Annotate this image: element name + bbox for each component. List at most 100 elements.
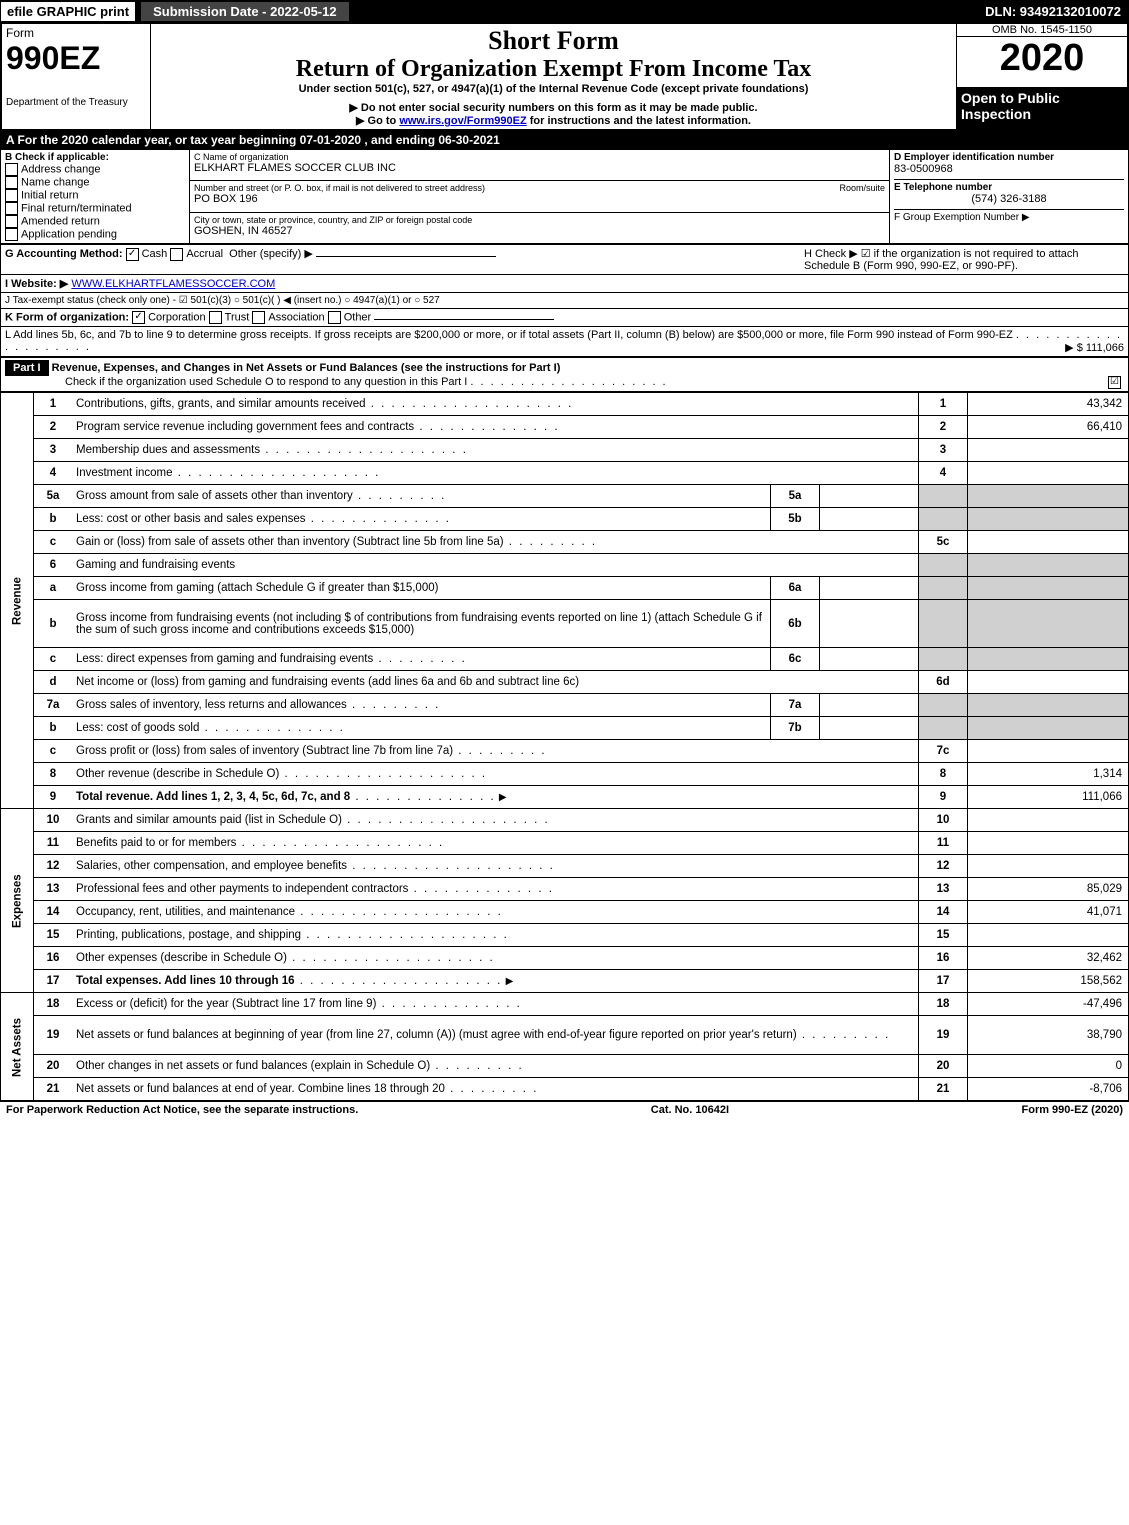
addr-label: Number and street (or P. O. box, if mail… bbox=[194, 183, 485, 193]
line-21-ref: 21 bbox=[919, 1078, 968, 1101]
line-6a-num: a bbox=[34, 577, 73, 600]
goto-instructions: ▶ Go to www.irs.gov/Form990EZ for instru… bbox=[155, 114, 952, 127]
line-6b-val-shaded bbox=[968, 600, 1129, 648]
g-accrual-check[interactable] bbox=[170, 248, 183, 261]
line-12-num: 12 bbox=[34, 855, 73, 878]
check-amended-return[interactable]: Amended return bbox=[5, 215, 185, 228]
irs-link[interactable]: www.irs.gov/Form990EZ bbox=[399, 115, 526, 127]
g-other-label: Other (specify) ▶ bbox=[229, 248, 313, 260]
line-5c-val bbox=[968, 531, 1129, 554]
k-assoc-label: Association bbox=[268, 311, 324, 323]
check-name-change[interactable]: Name change bbox=[5, 176, 185, 189]
line-17-desc: Total expenses. Add lines 10 through 16 … bbox=[72, 970, 919, 993]
website-link[interactable]: WWW.ELKHARTFLAMESSOCCER.COM bbox=[71, 278, 275, 290]
line-7b-val-shaded bbox=[968, 717, 1129, 740]
line-5a-num: 5a bbox=[34, 485, 73, 508]
line-9-num: 9 bbox=[34, 786, 73, 809]
addr-value: PO BOX 196 bbox=[194, 193, 885, 205]
h-text: H Check ▶ ☑ if the organization is not r… bbox=[804, 248, 1079, 272]
line-14-num: 14 bbox=[34, 901, 73, 924]
line-6c-desc: Less: direct expenses from gaming and fu… bbox=[72, 648, 771, 671]
l-amount: ▶ $ 111,066 bbox=[1065, 341, 1124, 354]
line-6c-sval bbox=[820, 648, 919, 671]
check-amended-label: Amended return bbox=[21, 215, 100, 227]
k-other-check[interactable] bbox=[328, 311, 341, 324]
line-5a-sval bbox=[820, 485, 919, 508]
box-c-name: C Name of organization ELKHART FLAMES SO… bbox=[190, 150, 890, 181]
line-i: I Website: ▶ WWW.ELKHARTFLAMESSOCCER.COM bbox=[1, 275, 1129, 293]
box-b-title: B Check if applicable: bbox=[5, 152, 185, 163]
line-3-num: 3 bbox=[34, 439, 73, 462]
line-h: H Check ▶ ☑ if the organization is not r… bbox=[800, 245, 1129, 275]
line-11-ref: 11 bbox=[919, 832, 968, 855]
line-16-ref: 16 bbox=[919, 947, 968, 970]
org-name-label: C Name of organization bbox=[194, 152, 885, 162]
line-2-val: 66,410 bbox=[968, 416, 1129, 439]
part1-title: Revenue, Expenses, and Changes in Net As… bbox=[52, 362, 561, 374]
dln-label: DLN: 93492132010072 bbox=[985, 4, 1129, 19]
k-assoc-check[interactable] bbox=[252, 311, 265, 324]
efile-print-label[interactable]: efile GRAPHIC print bbox=[0, 1, 136, 22]
part1-title-row: Part I Revenue, Expenses, and Changes in… bbox=[1, 358, 1129, 392]
check-initial-return[interactable]: Initial return bbox=[5, 189, 185, 202]
line-6b-sref: 6b bbox=[771, 600, 820, 648]
line-8-ref: 8 bbox=[919, 763, 968, 786]
short-form-title: Short Form bbox=[155, 26, 952, 56]
line-17-val: 158,562 bbox=[968, 970, 1129, 993]
check-final-return[interactable]: Final return/terminated bbox=[5, 202, 185, 215]
line-6c-ref-shaded bbox=[919, 648, 968, 671]
k-trust-check[interactable] bbox=[209, 311, 222, 324]
line-6d-val bbox=[968, 671, 1129, 694]
line-2-desc: Program service revenue including govern… bbox=[72, 416, 919, 439]
g-accrual-label: Accrual bbox=[186, 248, 223, 260]
box-c-address: Number and street (or P. O. box, if mail… bbox=[190, 181, 890, 212]
check-application-pending[interactable]: Application pending bbox=[5, 228, 185, 241]
box-b: B Check if applicable: Address change Na… bbox=[1, 150, 190, 244]
line-9-desc: Total revenue. Add lines 1, 2, 3, 4, 5c,… bbox=[72, 786, 919, 809]
box-c-city: City or town, state or province, country… bbox=[190, 212, 890, 243]
line-21-val: -8,706 bbox=[968, 1078, 1129, 1101]
line-5a-desc: Gross amount from sale of assets other t… bbox=[72, 485, 771, 508]
line-14-desc: Occupancy, rent, utilities, and maintena… bbox=[72, 901, 919, 924]
line-6a-val-shaded bbox=[968, 577, 1129, 600]
org-name: ELKHART FLAMES SOCCER CLUB INC bbox=[194, 162, 885, 174]
part1-checkbox[interactable]: ☑ bbox=[1108, 376, 1121, 389]
k-label: K Form of organization: bbox=[5, 311, 129, 323]
part1-lines-table: Revenue 1 Contributions, gifts, grants, … bbox=[0, 392, 1129, 1101]
line-5a-val-shaded bbox=[968, 485, 1129, 508]
line-18-val: -47,496 bbox=[968, 993, 1129, 1016]
form-header: Form 990EZ Department of the Treasury Sh… bbox=[0, 22, 1129, 131]
k-other-input[interactable] bbox=[374, 319, 554, 320]
line-7a-num: 7a bbox=[34, 694, 73, 717]
line-9-val: 111,066 bbox=[968, 786, 1129, 809]
line-3-ref: 3 bbox=[919, 439, 968, 462]
header-center: Short Form Return of Organization Exempt… bbox=[151, 23, 957, 130]
line-6c-sref: 6c bbox=[771, 648, 820, 671]
line-16-num: 16 bbox=[34, 947, 73, 970]
line-12-ref: 12 bbox=[919, 855, 968, 878]
line-21-desc: Net assets or fund balances at end of ye… bbox=[72, 1078, 919, 1101]
line-20-ref: 20 bbox=[919, 1055, 968, 1078]
line-5c-ref: 5c bbox=[919, 531, 968, 554]
box-d-ef: D Employer identification number 83-0500… bbox=[890, 150, 1129, 244]
line-4-desc: Investment income bbox=[72, 462, 919, 485]
line-11-desc: Benefits paid to or for members bbox=[72, 832, 919, 855]
line-14-ref: 14 bbox=[919, 901, 968, 924]
g-other-input[interactable] bbox=[316, 256, 496, 257]
line-6-val-shaded bbox=[968, 554, 1129, 577]
header-right: OMB No. 1545-1150 2020 bbox=[957, 23, 1129, 88]
line-4-num: 4 bbox=[34, 462, 73, 485]
line-5c-desc: Gain or (loss) from sale of assets other… bbox=[72, 531, 919, 554]
line-1-num: 1 bbox=[34, 393, 73, 416]
part1-badge: Part I bbox=[5, 360, 49, 376]
check-address-change[interactable]: Address change bbox=[5, 163, 185, 176]
line-k: K Form of organization: ✓Corporation Tru… bbox=[1, 309, 1129, 327]
line-7b-sval bbox=[820, 717, 919, 740]
line-6b-ref-shaded bbox=[919, 600, 968, 648]
line-1-val: 43,342 bbox=[968, 393, 1129, 416]
line-7c-num: c bbox=[34, 740, 73, 763]
k-corp-check[interactable]: ✓ bbox=[132, 311, 145, 324]
line-6-num: 6 bbox=[34, 554, 73, 577]
g-cash-check[interactable]: ✓ bbox=[126, 248, 139, 261]
line-19-num: 19 bbox=[34, 1016, 73, 1055]
